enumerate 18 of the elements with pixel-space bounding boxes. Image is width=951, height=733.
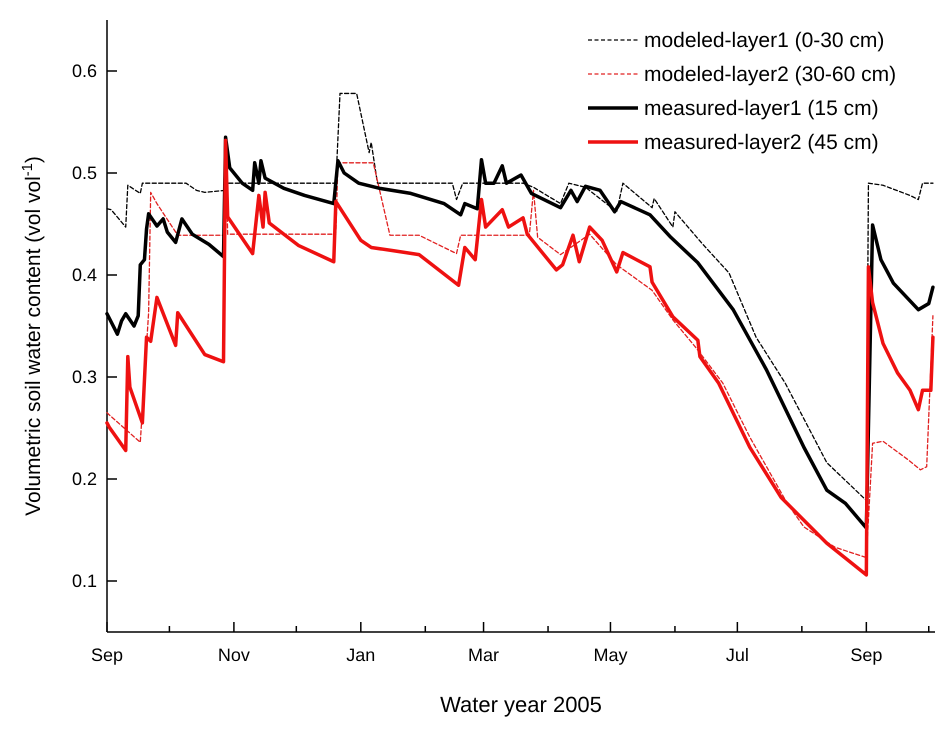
legend-label: measured-layer2 (45 cm) [644, 131, 879, 154]
x-tick-label: Mar [468, 644, 500, 665]
y-tick-label: 0.3 [72, 366, 97, 387]
x-tick-label: Jul [726, 644, 749, 665]
y-tick-label: 0.2 [72, 468, 97, 489]
x-tick-label: May [593, 644, 628, 665]
x-axis-title: Water year 2005 [440, 692, 602, 717]
y-tick-label: 0.6 [72, 60, 97, 81]
y-tick-label: 0.1 [72, 570, 97, 591]
y-tick-label: 0.4 [72, 264, 97, 285]
x-tick-label: Sep [850, 644, 882, 665]
x-tick-label: Nov [218, 644, 250, 665]
legend-label: modeled-layer1 (0-30 cm) [644, 29, 884, 52]
y-tick-label: 0.5 [72, 162, 97, 183]
x-tick-label: Jan [346, 644, 376, 665]
legend-label: modeled-layer2 (30-60 cm) [644, 63, 896, 86]
x-tick-label: Sep [90, 644, 124, 665]
legend-label: measured-layer1 (15 cm) [644, 97, 879, 120]
